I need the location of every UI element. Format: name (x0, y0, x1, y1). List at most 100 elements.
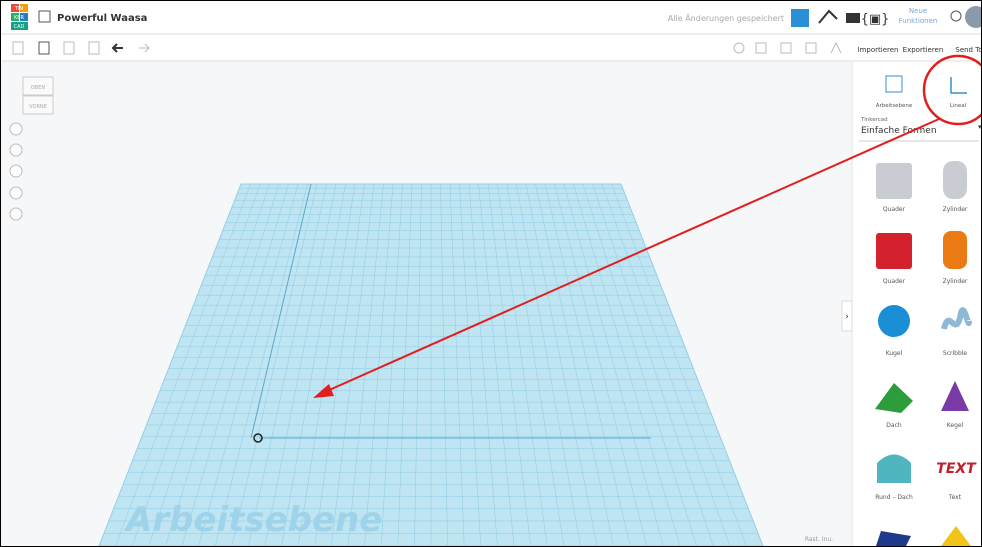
undo-button[interactable] (111, 43, 123, 53)
grid-line (478, 183, 515, 546)
group-button[interactable] (755, 42, 767, 54)
shape-icon[interactable] (875, 383, 913, 413)
new-features[interactable]: Neue (909, 7, 927, 15)
viewcube-front[interactable] (22, 95, 54, 115)
grid-line (198, 183, 299, 546)
grid-line (487, 183, 531, 546)
grid-line (554, 183, 648, 546)
grid (98, 183, 764, 546)
grid-line (544, 183, 631, 546)
project-title[interactable]: Powerful Waasa (57, 13, 147, 24)
shape-label[interactable]: Quader (883, 206, 906, 213)
viewcube-label: OBEN (31, 85, 46, 91)
grid-line (468, 183, 498, 546)
fit-view[interactable] (9, 143, 23, 157)
ungroup-button[interactable] (780, 42, 792, 54)
grid-line (297, 183, 356, 546)
grid-line (98, 183, 242, 546)
snap-label[interactable]: Rast. Inu. (805, 536, 833, 543)
shape-label[interactable]: Quader (883, 278, 906, 285)
shape-icon[interactable] (876, 531, 911, 546)
mirror-button[interactable] (830, 41, 842, 54)
shape-label[interactable]: Zylinder (943, 206, 968, 213)
grid-line (314, 183, 365, 546)
ruler-icon[interactable] (950, 77, 967, 94)
panel-toggle[interactable] (841, 300, 853, 332)
duplicate-button[interactable] (63, 41, 75, 55)
ruler-origin[interactable] (253, 433, 263, 443)
menu-icon[interactable] (38, 10, 51, 23)
logo-cell (11, 4, 19, 12)
workplane-button[interactable]: Arbeitsebene (876, 103, 913, 109)
shape-icon[interactable]: TEXT (936, 461, 977, 477)
top-bar (1, 1, 981, 34)
grid-line (506, 183, 565, 546)
shape-label[interactable]: Text (948, 494, 962, 501)
home-view[interactable] (9, 122, 23, 136)
ruler-button[interactable]: Lineal (950, 103, 967, 109)
grid-line (131, 183, 261, 546)
shape-icon[interactable] (876, 233, 912, 269)
grid-line (497, 183, 548, 546)
redo-button[interactable] (139, 43, 150, 53)
shape-label[interactable]: Dach (886, 422, 902, 429)
logo-cell (20, 4, 28, 12)
viewcube-top[interactable] (22, 76, 54, 96)
blocks-button[interactable] (846, 13, 860, 23)
user-icon[interactable] (950, 10, 962, 22)
shape-icon[interactable] (876, 163, 912, 199)
send-button[interactable]: Send To (955, 46, 981, 54)
shape-label[interactable]: Rund – Dach (875, 494, 913, 501)
grid-line (115, 183, 251, 546)
grid-view-button[interactable] (791, 9, 809, 27)
code-button[interactable]: {▣} (861, 12, 890, 27)
logo-cell (20, 13, 28, 21)
avatar[interactable] (965, 6, 981, 28)
panel-toggle-icon: › (845, 312, 849, 322)
library-select[interactable]: Einfache Formen (861, 126, 937, 136)
shape-icon[interactable] (877, 454, 911, 484)
grid-line (535, 183, 614, 546)
grid-line (331, 183, 375, 546)
align-button[interactable] (805, 42, 817, 54)
copy-button[interactable] (12, 41, 24, 55)
build-button[interactable] (818, 9, 838, 24)
logo-text: TIN (14, 6, 24, 12)
ruler-y (250, 183, 312, 439)
zoom-in[interactable] (9, 164, 23, 178)
save-status: Alle Änderungen gespeichert (668, 13, 784, 23)
grid-line (231, 183, 318, 546)
import-button[interactable]: Importieren (858, 46, 899, 54)
library-source: Tinkercad (860, 117, 888, 123)
export-button[interactable]: Exportieren (903, 46, 944, 54)
logo-text: CAD (14, 24, 25, 30)
shape-icon[interactable] (943, 161, 967, 199)
shape-label[interactable]: Kegel (947, 422, 964, 429)
shape-icon[interactable] (941, 381, 969, 411)
arrow-head (313, 384, 334, 398)
delete-button[interactable] (88, 41, 100, 55)
shape-label[interactable]: Kugel (886, 350, 903, 357)
new-features[interactable]: Funktionen (899, 17, 938, 25)
grid-line (347, 183, 384, 546)
light-button[interactable] (733, 42, 745, 54)
grid-line (181, 183, 289, 546)
dropdown-arrow[interactable]: ▾ (978, 123, 981, 131)
shape-label[interactable]: Scribble (943, 350, 968, 357)
ortho-view[interactable] (9, 207, 23, 221)
shape-icon[interactable] (878, 305, 910, 337)
grid-line (440, 183, 448, 546)
grid-line (592, 183, 714, 546)
shape-icon[interactable] (941, 526, 971, 546)
grid-line (620, 183, 764, 546)
grid-line (148, 183, 270, 546)
grid-line (414, 183, 422, 546)
shape-label[interactable]: Zylinder (943, 278, 968, 285)
workplane-icon[interactable] (885, 75, 903, 93)
zoom-out[interactable] (9, 186, 23, 200)
paste-button[interactable] (38, 41, 50, 55)
grid-line (601, 183, 731, 546)
shape-icon[interactable] (943, 231, 967, 269)
